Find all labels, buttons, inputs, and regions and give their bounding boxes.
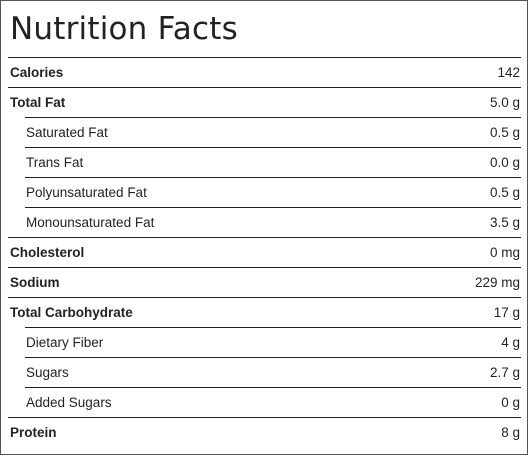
nutrient-row-sodium: Sodium 229 mg bbox=[8, 267, 521, 297]
nutrient-label: Cholesterol bbox=[10, 245, 85, 260]
nutrient-label: Sugars bbox=[26, 365, 69, 380]
nutrient-value: 142 bbox=[497, 65, 520, 80]
nutrient-value: 17 g bbox=[493, 305, 520, 320]
nutrient-row-polyunsaturated-fat: Polyunsaturated Fat 0.5 g bbox=[25, 177, 521, 207]
nutrient-value: 2.7 g bbox=[489, 365, 520, 380]
nutrient-label: Protein bbox=[10, 425, 57, 440]
nutrient-row-protein: Protein 8 g bbox=[8, 417, 521, 447]
nutrient-label: Saturated Fat bbox=[26, 125, 108, 140]
nutrient-value: 0 g bbox=[501, 395, 520, 410]
nutrient-label: Dietary Fiber bbox=[26, 335, 104, 350]
nutrient-label: Total Fat bbox=[10, 95, 66, 110]
nutrient-label: Total Carbohydrate bbox=[10, 305, 133, 320]
nutrient-row-total-carbohydrate: Total Carbohydrate 17 g bbox=[8, 297, 521, 327]
nutrient-row-total-fat: Total Fat 5.0 g bbox=[8, 87, 521, 117]
nutrient-value: 3.5 g bbox=[489, 215, 520, 230]
nutrient-list: Calories 142 Total Fat 5.0 g Saturated F… bbox=[8, 57, 521, 447]
nutrient-row-calories: Calories 142 bbox=[8, 57, 521, 87]
nutrient-label: Added Sugars bbox=[26, 395, 112, 410]
nutrient-row-cholesterol: Cholesterol 0 mg bbox=[8, 237, 521, 267]
nutrient-label: Monounsaturated Fat bbox=[26, 215, 155, 230]
nutrient-row-added-sugars: Added Sugars 0 g bbox=[25, 387, 521, 417]
nutrient-label: Trans Fat bbox=[26, 155, 84, 170]
nutrient-row-dietary-fiber: Dietary Fiber 4 g bbox=[25, 327, 521, 357]
nutrient-label: Calories bbox=[10, 65, 64, 80]
nutrient-row-trans-fat: Trans Fat 0.0 g bbox=[25, 147, 521, 177]
nutrient-value: 8 g bbox=[501, 425, 520, 440]
nutrient-value: 0.5 g bbox=[489, 125, 520, 140]
nutrient-row-saturated-fat: Saturated Fat 0.5 g bbox=[25, 117, 521, 147]
nutrient-value: 0.0 g bbox=[489, 155, 520, 170]
nutrient-value: 0 mg bbox=[489, 245, 520, 260]
nutrient-label: Polyunsaturated Fat bbox=[26, 185, 147, 200]
nutrient-row-monounsaturated-fat: Monounsaturated Fat 3.5 g bbox=[25, 207, 521, 237]
nutrient-label: Sodium bbox=[10, 275, 60, 290]
nutrient-value: 5.0 g bbox=[489, 95, 520, 110]
nutrient-value: 0.5 g bbox=[489, 185, 520, 200]
nutrient-value: 229 mg bbox=[474, 275, 520, 290]
nutrition-facts-title: Nutrition Facts bbox=[10, 11, 238, 47]
nutrient-row-sugars: Sugars 2.7 g bbox=[25, 357, 521, 387]
nutrient-value: 4 g bbox=[501, 335, 520, 350]
